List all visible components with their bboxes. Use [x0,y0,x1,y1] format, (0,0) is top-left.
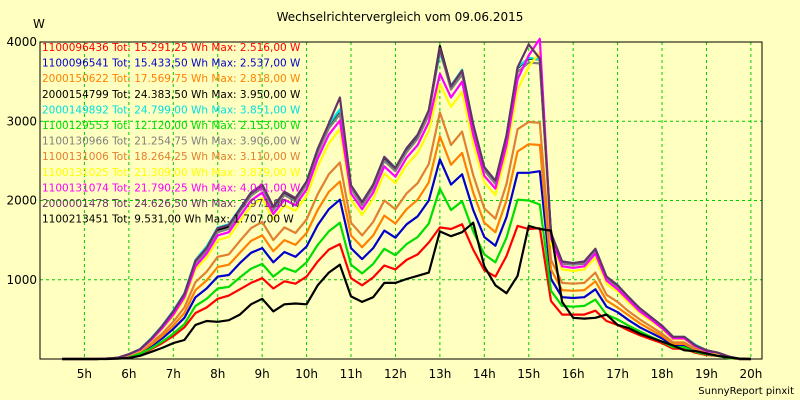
x-tick-label: 17h [606,367,629,381]
legend-entry-10: 1100131074 Tot: 21.790,25 Wh Max: 4.041,… [42,182,301,194]
y-axis-unit-label: W [33,17,45,31]
footer-credit: SunnyReport pinxit [698,386,794,397]
x-tick-label: 10h [295,367,318,381]
series-line-8 [62,111,751,361]
legend-entry-2: 1100096541 Tot: 15.433,50 Wh Max: 2.537,… [42,58,301,70]
y-tick-label: 1000 [6,273,37,287]
legend-entry-11: 2000001478 Tot: 24.626,50 Wh Max: 3.971,… [42,198,301,210]
x-tick-label: 12h [384,367,407,381]
legend-entry-1: 1100096436 Tot: 15.291,25 Wh Max: 2.516,… [42,42,301,54]
x-tick-label: 20h [739,367,762,381]
legend-entry-6: 1100129553 Tot: 12.120,00 Wh Max: 2.153,… [42,120,301,132]
x-tick-label: 14h [473,367,496,381]
x-tick-label: 6h [121,367,136,381]
x-tick-label: 11h [340,367,363,381]
x-tick-label: 5h [77,367,92,381]
chart-title: Wechselrichtervergleich vom 09.06.2015 [276,10,524,24]
y-tick-label: 2000 [6,194,37,208]
series-line-12 [62,221,751,361]
legend-entry-9: 1100131025 Tot: 21.309,00 Wh Max: 3.879,… [42,167,301,179]
legend-entry-12: 1100213451 Tot: 9.531,00 Wh Max: 1.707,0… [42,214,294,226]
x-tick-label: 19h [695,367,718,381]
x-tick-label: 16h [562,367,585,381]
series-line-10 [62,37,751,361]
legend-entry-4: 2000154799 Tot: 24.383,50 Wh Max: 3.950,… [42,89,301,101]
legend-entry-7: 1100130966 Tot: 21.254,75 Wh Max: 3.906,… [42,136,301,148]
y-tick-label: 3000 [6,114,37,128]
y-tick-label: 4000 [6,35,37,49]
x-tick-label: 7h [166,367,181,381]
series-line-6 [62,187,751,361]
series-line-2 [62,158,751,361]
legend-entry-5: 2000149892 Tot: 24.799,00 Wh Max: 3.851,… [42,104,301,116]
x-tick-label: 13h [428,367,451,381]
x-tick-label: 15h [517,367,540,381]
legend-entry-8: 1100131006 Tot: 18.264,25 Wh Max: 3.110,… [42,151,301,163]
plot-frame [39,41,763,360]
series-line-3 [62,135,751,361]
x-tick-label: 8h [210,367,225,381]
legend-entry-3: 2000150622 Tot: 17.569,75 Wh Max: 2.818,… [42,73,301,85]
series-line-11 [62,43,751,361]
x-tick-label: 9h [255,367,270,381]
x-tick-label: 18h [651,367,674,381]
series-line-1 [62,223,751,361]
